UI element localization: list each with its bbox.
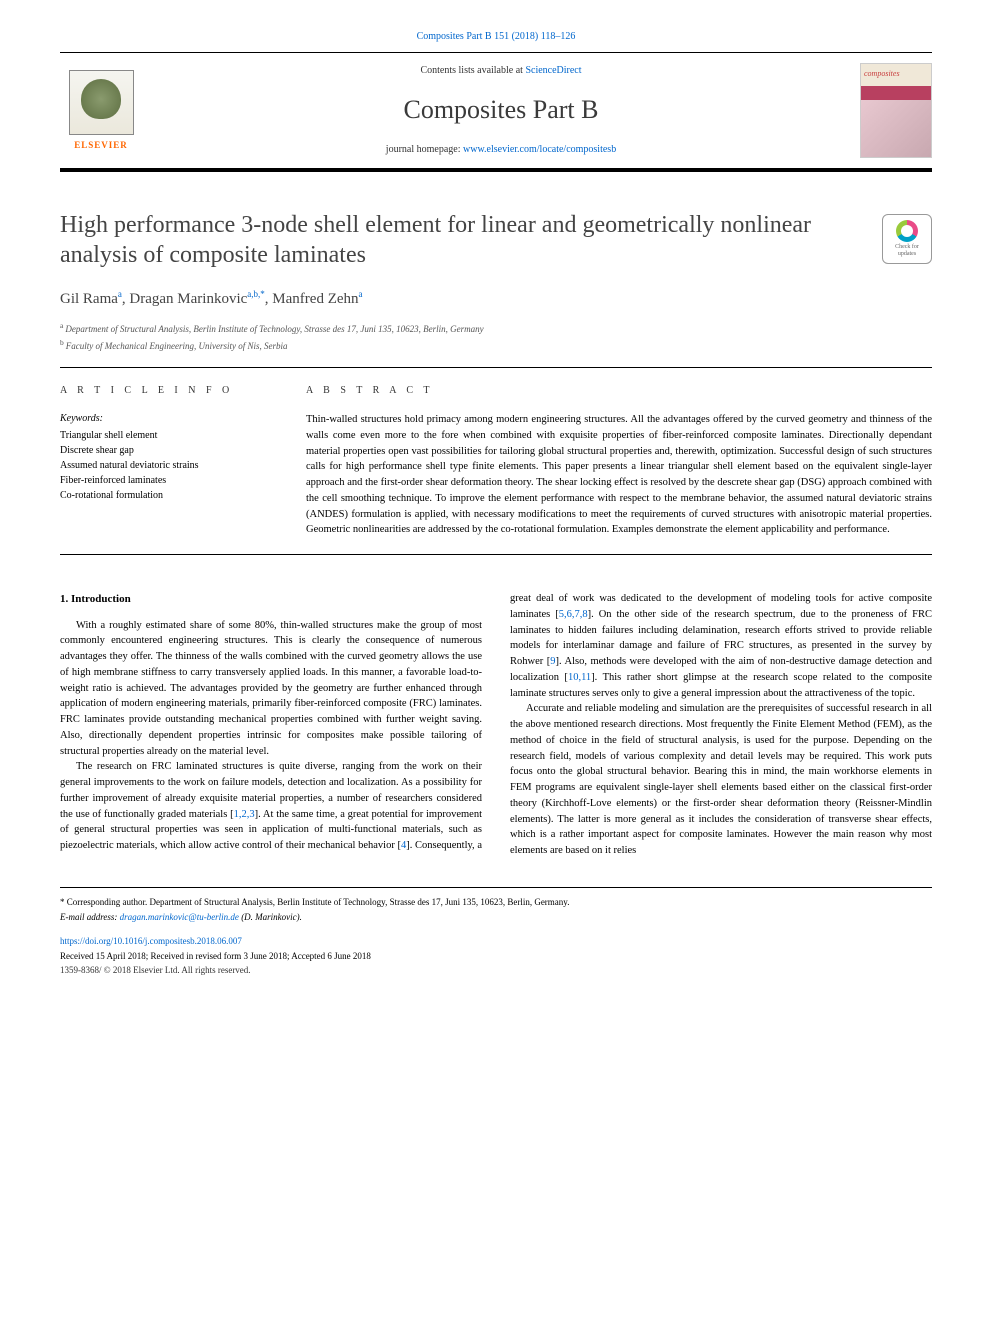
keyword: Assumed natural deviatoric strains — [60, 458, 270, 473]
corresponding-author-note: * Corresponding author. Department of St… — [60, 896, 932, 910]
article-header: Check forupdates High performance 3-node… — [60, 210, 932, 353]
cover-band — [861, 86, 931, 100]
body-paragraph: With a roughly estimated share of some 8… — [60, 618, 482, 760]
top-citation-link[interactable]: Composites Part B 151 (2018) 118–126 — [417, 31, 576, 42]
keyword: Triangular shell element — [60, 428, 270, 443]
check-updates-badge[interactable]: Check forupdates — [882, 214, 932, 264]
journal-title: Composites Part B — [162, 92, 840, 128]
author: Gil Ramaa — [60, 291, 122, 307]
header-center: Contents lists available at ScienceDirec… — [142, 64, 860, 156]
doi-line: https://doi.org/10.1016/j.compositesb.20… — [60, 935, 932, 949]
email-line: E-mail address: dragan.marinkovic@tu-ber… — [60, 911, 932, 925]
corresponding-marker: * — [260, 289, 265, 299]
keywords-list: Triangular shell element Discrete shear … — [60, 428, 270, 503]
journal-cover-thumbnail: composites — [860, 63, 932, 158]
check-updates-label: Check forupdates — [895, 244, 919, 257]
affiliation: aDepartment of Structural Analysis, Berl… — [60, 320, 932, 337]
author: Manfred Zehna — [272, 291, 362, 307]
keywords-label: Keywords: — [60, 412, 270, 426]
affiliation: bFaculty of Mechanical Engineering, Univ… — [60, 337, 932, 354]
homepage-link[interactable]: www.elsevier.com/locate/compositesb — [463, 144, 616, 155]
authors-line: Gil Ramaa, Dragan Marinkovica,b,*, Manfr… — [60, 288, 932, 310]
abstract-heading: A B S T R A C T — [306, 384, 932, 398]
body-paragraph: Accurate and reliable modeling and simul… — [510, 701, 932, 859]
copyright-line: 1359-8368/ © 2018 Elsevier Ltd. All righ… — [60, 964, 932, 978]
publisher-name: ELSEVIER — [74, 139, 128, 152]
abstract-text: Thin-walled structures hold primacy amon… — [306, 412, 932, 538]
citation-link[interactable]: 5,6,7,8 — [559, 609, 588, 620]
citation-link[interactable]: 1,2,3 — [234, 809, 255, 820]
cover-title: composites — [861, 64, 931, 86]
keyword: Discrete shear gap — [60, 443, 270, 458]
journal-header: ELSEVIER Contents lists available at Sci… — [60, 52, 932, 172]
crossmark-icon — [896, 220, 918, 242]
article-body: 1. Introduction With a roughly estimated… — [60, 591, 932, 859]
info-abstract-row: A R T I C L E I N F O Keywords: Triangul… — [60, 367, 932, 555]
section-heading: 1. Introduction — [60, 591, 482, 608]
cover-image — [861, 100, 931, 157]
sciencedirect-link[interactable]: ScienceDirect — [525, 65, 581, 76]
top-citation: Composites Part B 151 (2018) 118–126 — [60, 30, 932, 44]
homepage-prefix: journal homepage: — [386, 144, 463, 155]
article-title: High performance 3-node shell element fo… — [60, 210, 932, 270]
author: Dragan Marinkovica,b,* — [129, 291, 264, 307]
received-line: Received 15 April 2018; Received in revi… — [60, 950, 932, 964]
citation-link[interactable]: 10,11 — [568, 672, 591, 683]
affiliations: aDepartment of Structural Analysis, Berl… — [60, 320, 932, 353]
article-info-heading: A R T I C L E I N F O — [60, 384, 270, 398]
journal-homepage: journal homepage: www.elsevier.com/locat… — [162, 143, 840, 157]
abstract: A B S T R A C T Thin-walled structures h… — [306, 384, 932, 538]
publisher-logo: ELSEVIER — [60, 63, 142, 158]
contents-available: Contents lists available at ScienceDirec… — [162, 64, 840, 78]
article-info: A R T I C L E I N F O Keywords: Triangul… — [60, 384, 270, 538]
keyword: Co-rotational formulation — [60, 488, 270, 503]
email-link[interactable]: dragan.marinkovic@tu-berlin.de — [120, 912, 239, 922]
publisher-tree-icon — [69, 70, 134, 135]
doi-link[interactable]: https://doi.org/10.1016/j.compositesb.20… — [60, 936, 242, 946]
article-footer: * Corresponding author. Department of St… — [60, 887, 932, 978]
contents-prefix: Contents lists available at — [420, 65, 525, 76]
keyword: Fiber-reinforced laminates — [60, 473, 270, 488]
